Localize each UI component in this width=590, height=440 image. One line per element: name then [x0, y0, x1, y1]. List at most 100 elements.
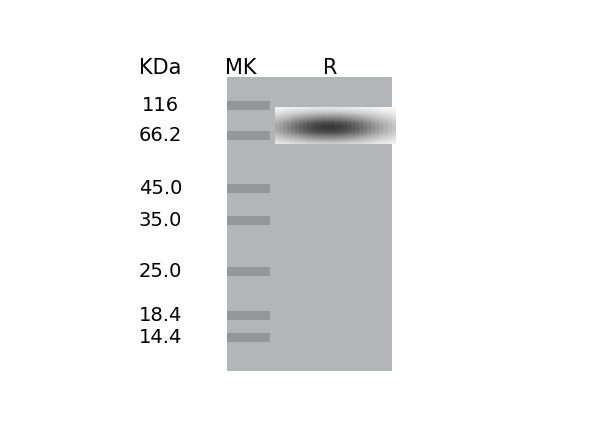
Bar [315, 137, 320, 138]
Bar [323, 120, 328, 121]
Bar [279, 112, 284, 113]
Bar [392, 122, 396, 123]
Bar [279, 111, 284, 112]
Bar [327, 116, 332, 117]
Bar [355, 123, 360, 124]
Bar [351, 127, 356, 128]
Bar [275, 112, 280, 113]
Bar [319, 135, 324, 136]
Bar [384, 143, 388, 144]
Bar [279, 122, 284, 123]
Bar [372, 113, 376, 114]
Bar [384, 142, 388, 143]
Bar [299, 131, 304, 132]
Bar [279, 117, 284, 118]
Bar [355, 128, 360, 129]
Bar [227, 311, 270, 320]
Bar [291, 129, 296, 130]
Bar [388, 117, 392, 118]
Bar [311, 123, 316, 124]
Bar [375, 122, 381, 123]
Bar [275, 106, 280, 107]
Bar [359, 111, 364, 112]
Bar [287, 118, 292, 119]
Bar [335, 113, 340, 114]
Bar [287, 132, 292, 133]
Bar [355, 135, 360, 136]
Bar [315, 107, 320, 108]
Bar [379, 141, 384, 142]
Bar [339, 139, 344, 140]
Bar [359, 124, 364, 125]
Bar [363, 109, 368, 110]
Bar [392, 112, 396, 113]
Bar [372, 135, 376, 136]
Bar [351, 111, 356, 112]
Bar [323, 131, 328, 132]
Bar [343, 119, 348, 120]
Bar [311, 111, 316, 112]
Bar [392, 138, 396, 139]
Bar [295, 128, 300, 129]
Bar [359, 129, 364, 130]
Bar [388, 126, 392, 127]
Bar [335, 124, 340, 125]
Bar [283, 126, 288, 127]
Bar [379, 117, 384, 118]
Bar [331, 116, 336, 117]
Bar [287, 110, 292, 111]
Bar [323, 138, 328, 139]
Bar [355, 128, 360, 129]
Bar [307, 131, 312, 132]
Bar [295, 142, 300, 143]
Bar [279, 114, 284, 115]
Bar [335, 125, 340, 126]
Bar [348, 126, 352, 127]
Bar [343, 129, 348, 130]
Bar [311, 121, 316, 122]
Bar [392, 120, 396, 121]
Bar [299, 107, 304, 108]
Bar [299, 129, 304, 130]
Bar [379, 128, 384, 129]
Bar [379, 125, 384, 126]
Bar [303, 128, 308, 129]
Bar [315, 128, 320, 129]
Bar [339, 114, 344, 115]
Bar [287, 119, 292, 120]
Bar [355, 110, 360, 111]
Bar [392, 133, 396, 134]
Bar [368, 117, 372, 118]
Bar [307, 125, 312, 126]
Bar [343, 111, 348, 112]
Bar [327, 122, 332, 123]
Bar [283, 115, 288, 116]
Bar [299, 130, 304, 131]
Bar [311, 127, 316, 128]
Bar [291, 124, 296, 125]
Bar [331, 107, 336, 108]
Bar [355, 107, 360, 108]
Bar [392, 137, 396, 138]
Bar [368, 129, 372, 130]
Bar [392, 121, 396, 122]
Bar [295, 107, 300, 108]
Bar [275, 117, 280, 118]
Bar [392, 107, 396, 108]
Bar [307, 129, 312, 130]
Bar [379, 126, 384, 127]
Bar [303, 142, 308, 143]
Bar [384, 134, 388, 135]
Bar [331, 135, 336, 136]
Bar [384, 127, 388, 128]
Bar [331, 132, 336, 133]
Bar [279, 106, 284, 107]
Bar [384, 130, 388, 131]
Bar [327, 106, 332, 107]
Bar [283, 121, 288, 122]
Bar [327, 137, 332, 138]
Bar [323, 126, 328, 127]
Bar [311, 110, 316, 111]
Bar [379, 135, 384, 136]
Bar [339, 112, 344, 113]
